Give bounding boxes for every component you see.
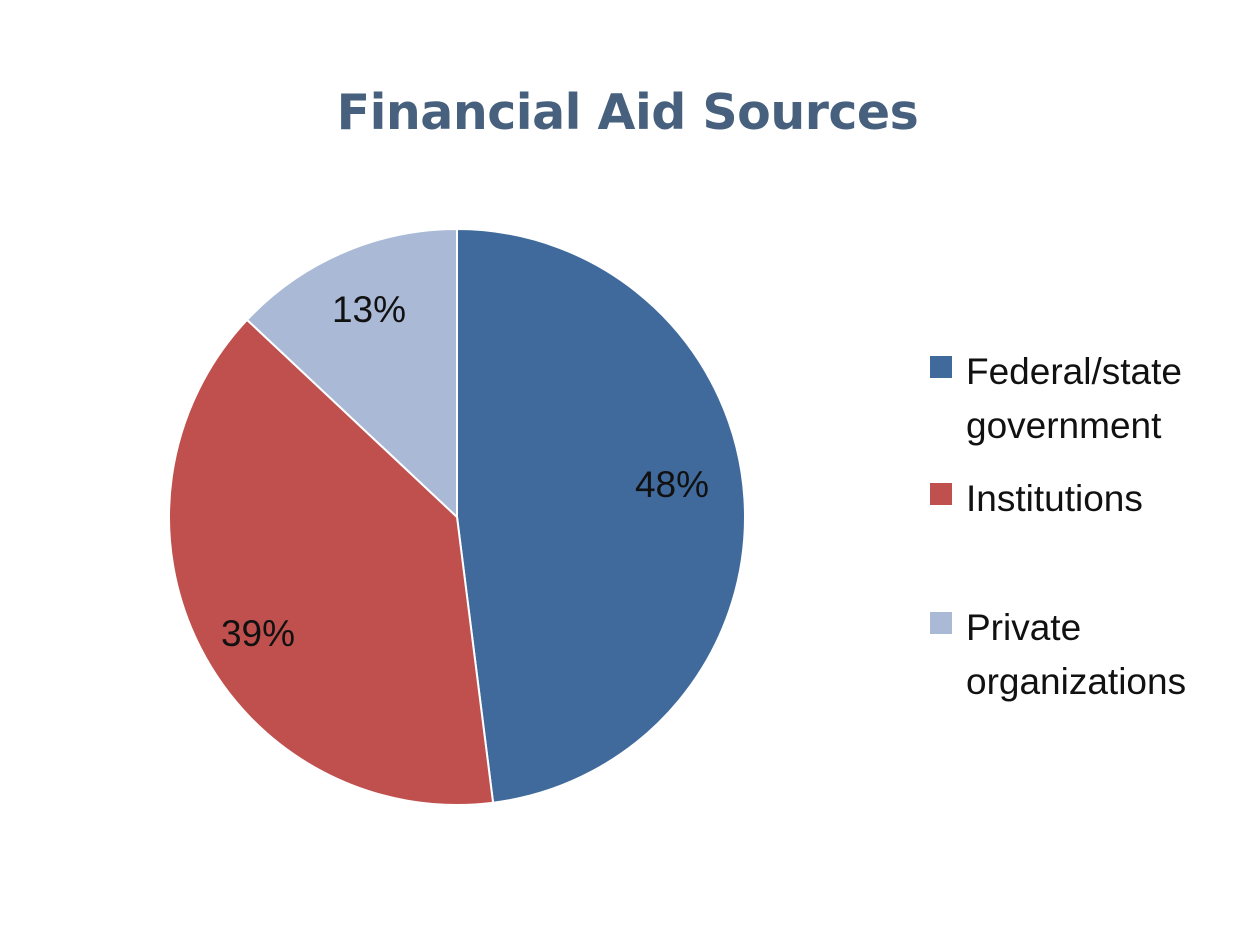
legend-swatch-federal-state-government bbox=[930, 356, 952, 378]
pie-slice-federal-state-government bbox=[456, 227, 746, 804]
chart-title: Financial Aid Sources bbox=[336, 84, 919, 141]
legend-label-federal-state-government: Federal/state government bbox=[966, 351, 1182, 446]
slice-label-federal-state-government: 48% bbox=[635, 464, 709, 505]
pie-slice-institutions bbox=[168, 318, 495, 806]
slice-label-institutions: 39% bbox=[221, 613, 295, 654]
legend-swatch-institutions bbox=[930, 483, 952, 505]
legend-label-institutions: Institutions bbox=[966, 478, 1143, 519]
slice-label-private-organizations: 13% bbox=[332, 289, 406, 330]
pie-slice-private-organizations bbox=[245, 227, 458, 520]
legend-label-private-organizations: Private organizations bbox=[966, 607, 1187, 702]
legend-swatch-private-organizations bbox=[930, 612, 952, 634]
